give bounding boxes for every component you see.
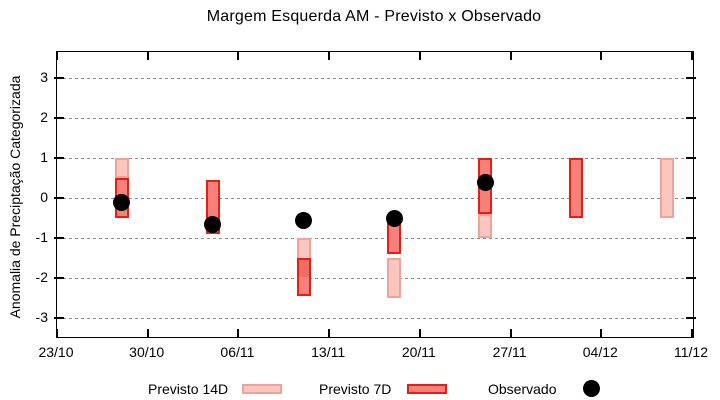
observado-dot-11/11 (295, 211, 313, 229)
xtick-label-23/10: 23/10 (38, 344, 74, 360)
ytick-right-3 (686, 77, 696, 79)
ytick-label-3: 3 (40, 69, 48, 85)
ytick-label-2: 2 (40, 109, 48, 125)
chart-title: Margem Esquerda AM - Previsto x Observad… (206, 8, 542, 25)
xtick-top-04/12 (600, 52, 603, 60)
ytick-right-0 (686, 197, 696, 199)
observado-dot-25/11 (476, 173, 494, 191)
xtick-bottom-30/10 (146, 329, 149, 337)
xtick-label-04/12: 04/12 (582, 344, 618, 360)
gridline-y--3 (57, 317, 693, 319)
legend-label-previsto-14d: Previsto 14D (148, 381, 229, 397)
bar-previsto14d-18/11 (387, 258, 402, 298)
ytick-left-1 (54, 157, 64, 159)
ytick-label--2: -2 (35, 269, 48, 285)
xtick-top-30/10 (146, 52, 149, 60)
xtick-label-06/11: 06/11 (220, 344, 255, 360)
xtick-label-11/12: 11/12 (674, 344, 708, 360)
legend-label-previsto-7d: Previsto 7D (319, 381, 392, 397)
xtick-bottom-04/12 (600, 329, 603, 337)
ytick-left--2 (54, 277, 64, 279)
xtick-bottom-06/11 (237, 329, 240, 337)
xtick-top-11/12 (691, 52, 693, 60)
ytick-right--1 (686, 237, 696, 239)
ytick-left-2 (54, 117, 64, 119)
ytick-left-3 (54, 77, 64, 79)
xtick-label-30/10: 30/10 (129, 344, 165, 360)
xtick-bottom-23/10 (56, 329, 58, 337)
ytick-label-0: 0 (40, 189, 48, 205)
observado-dot-28/10 (113, 193, 131, 211)
bar-previsto7d-02/12 (569, 158, 584, 218)
bar-overlap-11/11 (298, 260, 309, 277)
xtick-top-20/11 (418, 52, 421, 60)
bar-previsto14d-25/11 (478, 214, 493, 238)
xtick-top-06/11 (237, 52, 240, 60)
gridline-y-1 (57, 157, 693, 159)
gridline-y-3 (57, 77, 693, 79)
ytick-label--3: -3 (35, 309, 48, 325)
xtick-bottom-27/11 (509, 329, 512, 337)
bar-previsto14d-09/12 (660, 158, 675, 218)
ytick-left--3 (54, 317, 64, 319)
ytick-label-1: 1 (40, 149, 48, 165)
legend-swatch-previsto-7d-icon (407, 384, 447, 394)
legend-label-observado: Observado (488, 381, 557, 397)
ytick-right--2 (686, 277, 696, 279)
ytick-right--3 (686, 317, 696, 319)
gridline-y--2 (57, 277, 693, 279)
legend-swatch-previsto-14d-icon (242, 384, 282, 394)
xtick-label-27/11: 27/11 (492, 344, 527, 360)
observado-dot-18/11 (385, 209, 403, 227)
xtick-top-23/10 (56, 52, 58, 60)
ytick-left--1 (54, 237, 64, 239)
gridline-y-2 (57, 117, 693, 119)
ytick-label--1: -1 (35, 229, 48, 245)
legend-dot-observado-icon (583, 380, 600, 397)
xtick-bottom-11/12 (691, 329, 693, 337)
plot-area (54, 51, 696, 338)
xtick-bottom-13/11 (328, 329, 331, 337)
xtick-top-13/11 (328, 52, 331, 60)
xtick-bottom-20/11 (418, 329, 421, 337)
xtick-top-27/11 (509, 52, 512, 60)
gridline-y--1 (57, 237, 693, 239)
ytick-right-1 (686, 157, 696, 159)
xtick-label-13/11: 13/11 (311, 344, 346, 360)
observado-dot-04/11 (204, 215, 222, 233)
gridline-y-0 (57, 197, 693, 199)
bar-previsto14d-28/10 (114, 158, 129, 178)
ytick-left-0 (54, 197, 64, 199)
ytick-right-2 (686, 117, 696, 119)
xtick-label-20/11: 20/11 (401, 344, 436, 360)
